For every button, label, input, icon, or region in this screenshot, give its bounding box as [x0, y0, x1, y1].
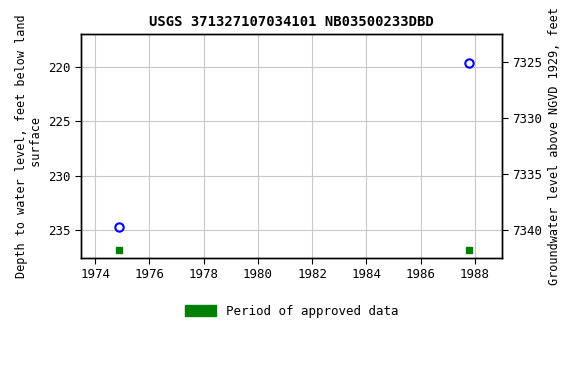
Legend: Period of approved data: Period of approved data: [180, 300, 404, 323]
Title: USGS 371327107034101 NB03500233DBD: USGS 371327107034101 NB03500233DBD: [149, 15, 434, 29]
Y-axis label: Depth to water level, feet below land
 surface: Depth to water level, feet below land su…: [15, 14, 43, 278]
Y-axis label: Groundwater level above NGVD 1929, feet: Groundwater level above NGVD 1929, feet: [548, 7, 561, 285]
